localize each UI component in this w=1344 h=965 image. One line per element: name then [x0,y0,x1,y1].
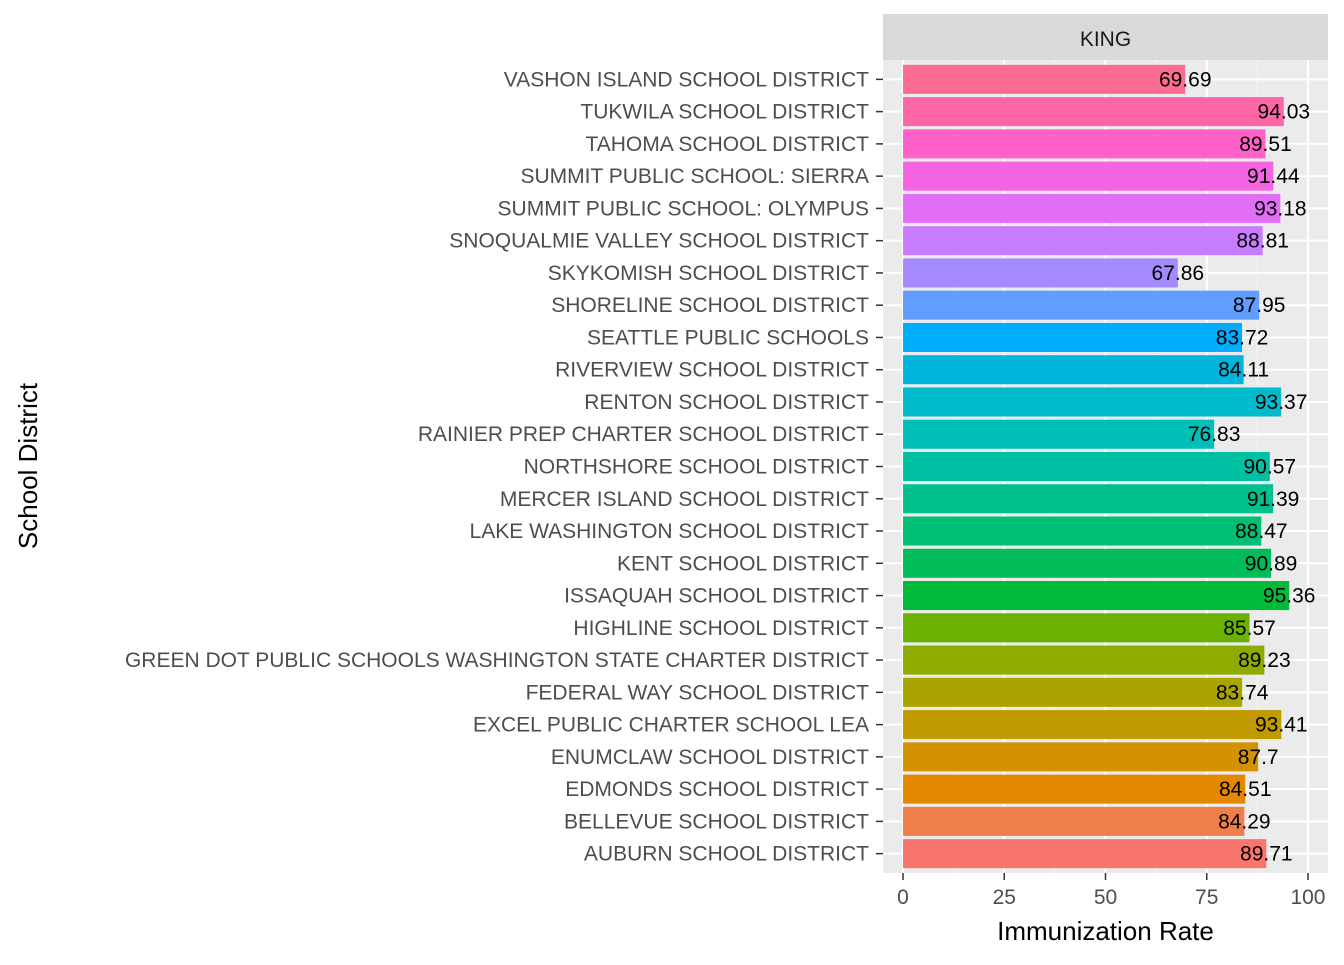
y-tick-label: VASHON ISLAND SCHOOL DISTRICT [504,68,869,91]
bar-value-label: 89.23 [1238,649,1291,672]
x-tick-label: 100 [1290,886,1325,909]
bar-value-label: 83.74 [1216,681,1269,704]
bar [903,161,1274,191]
y-tick-label: TAHOMA SCHOOL DISTRICT [585,133,869,156]
y-tick-label: SEATTLE PUBLIC SCHOOLS [587,326,869,349]
bar [903,226,1263,256]
bar [903,645,1265,675]
y-tick-label: GREEN DOT PUBLIC SCHOOLS WASHINGTON STAT… [125,649,869,672]
x-tick-label: 25 [993,886,1016,909]
bar [903,710,1282,740]
bar [903,581,1290,611]
bar [903,839,1267,869]
bar-value-label: 91.39 [1247,488,1300,511]
bar-value-label: 85.57 [1223,617,1276,640]
bar [903,548,1272,578]
y-tick-label: MERCER ISLAND SCHOOL DISTRICT [500,488,869,511]
x-tick-label: 0 [897,886,909,909]
bar-value-label: 90.57 [1244,456,1297,479]
x-tick-label: 50 [1094,886,1117,909]
bar [903,516,1262,546]
bar-value-label: 89.51 [1239,133,1292,156]
y-tick-label: RENTON SCHOOL DISTRICT [584,391,869,414]
bar-value-label: 93.37 [1255,391,1308,414]
y-tick-label: TUKWILA SCHOOL DISTRICT [580,101,869,124]
bar-value-label: 89.71 [1240,843,1293,866]
x-axis-title: Immunization Rate [997,916,1214,946]
y-tick-label: BELLEVUE SCHOOL DISTRICT [564,810,869,833]
bar-value-label: 84.11 [1218,359,1269,382]
bar [903,419,1215,449]
bar [903,742,1259,772]
value-labels: 89.71 84.29 84.51 87.7 93.41 83.74 89.23 85.57 9… [1152,68,1316,865]
bar-value-label: 87.95 [1233,294,1286,317]
bar-value-label: 88.47 [1235,520,1288,543]
y-tick-label: SHORELINE SCHOOL DISTRICT [551,294,869,317]
bar [903,806,1245,836]
y-tick-label: SUMMIT PUBLIC SCHOOL: SIERRA [520,165,869,188]
bar [903,322,1243,352]
bar-value-label: 83.72 [1216,326,1269,349]
bar-value-label: 76.83 [1188,423,1241,446]
y-tick-label: ISSAQUAH SCHOOL DISTRICT [564,585,869,608]
y-tick-label: ENUMCLAW SCHOOL DISTRICT [551,746,869,769]
y-tick-label: EXCEL PUBLIC CHARTER SCHOOL LEA [473,714,869,737]
bar [903,193,1281,223]
bar-value-label: 90.89 [1245,552,1298,575]
bar [903,451,1270,482]
facet-strip [883,14,1328,60]
y-tick-label: SNOQUALMIE VALLEY SCHOOL DISTRICT [449,230,869,253]
bar-value-label: 84.51 [1219,778,1272,801]
bar [903,97,1284,127]
bar-value-label: 84.29 [1218,810,1271,833]
y-tick-label: SUMMIT PUBLIC SCHOOL: OLYMPUS [498,197,869,220]
bar [903,129,1266,159]
y-tick-label: RIVERVIEW SCHOOL DISTRICT [555,359,869,382]
bar-value-label: 88.81 [1236,230,1289,253]
bar-value-label: 69.69 [1159,68,1212,91]
bar [903,677,1243,707]
y-tick-label: HIGHLINE SCHOOL DISTRICT [573,617,869,640]
y-tick-label: AUBURN SCHOOL DISTRICT [584,843,869,866]
x-axis: 0 25 50 75 100 [897,873,1325,909]
bar-value-label: 95.36 [1263,585,1316,608]
y-tick-label: SKYKOMISH SCHOOL DISTRICT [548,262,869,285]
y-axis: AUBURN SCHOOL DISTRICT BELLEVUE SCHOOL DI… [125,68,883,866]
y-tick-label: KENT SCHOOL DISTRICT [617,552,869,575]
y-tick-label: EDMONDS SCHOOL DISTRICT [565,778,869,801]
bar [903,64,1186,94]
bar-value-label: 93.18 [1254,197,1307,220]
bar-value-label: 93.41 [1255,714,1308,737]
bar-value-label: 67.86 [1152,262,1205,285]
bar-value-label: 87.7 [1238,746,1279,769]
facet-strip-label: KING [1080,28,1131,51]
bar-value-label: 91.44 [1247,165,1300,188]
y-tick-label: NORTHSHORE SCHOOL DISTRICT [524,456,870,479]
bar [903,290,1260,320]
bar-value-label: 94.03 [1258,101,1311,124]
bar [903,774,1246,804]
bar [903,484,1274,514]
bar [903,355,1244,385]
y-axis-title: School District [13,382,43,549]
bar [903,258,1178,288]
y-tick-label: RAINIER PREP CHARTER SCHOOL DISTRICT [418,423,869,446]
y-tick-label: LAKE WASHINGTON SCHOOL DISTRICT [470,520,870,543]
bars [903,64,1290,869]
bar [903,387,1282,417]
y-tick-label: FEDERAL WAY SCHOOL DISTRICT [526,681,870,704]
bar [903,613,1250,643]
x-tick-label: 75 [1195,886,1218,909]
